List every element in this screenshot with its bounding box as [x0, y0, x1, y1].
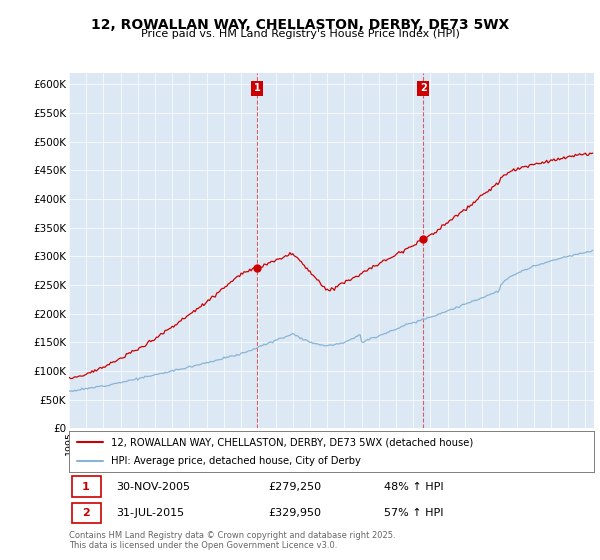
Text: 30-NOV-2005: 30-NOV-2005	[116, 482, 190, 492]
Text: 48% ↑ HPI: 48% ↑ HPI	[384, 482, 443, 492]
FancyBboxPatch shape	[71, 503, 101, 523]
Text: 2: 2	[82, 508, 89, 518]
Text: Contains HM Land Registry data © Crown copyright and database right 2025.
This d: Contains HM Land Registry data © Crown c…	[69, 531, 395, 550]
FancyBboxPatch shape	[71, 477, 101, 497]
Text: 57% ↑ HPI: 57% ↑ HPI	[384, 508, 443, 518]
Text: £329,950: £329,950	[269, 508, 322, 518]
Text: 12, ROWALLAN WAY, CHELLASTON, DERBY, DE73 5WX: 12, ROWALLAN WAY, CHELLASTON, DERBY, DE7…	[91, 18, 509, 32]
Text: £279,250: £279,250	[269, 482, 322, 492]
Text: HPI: Average price, detached house, City of Derby: HPI: Average price, detached house, City…	[111, 456, 361, 465]
Text: 12, ROWALLAN WAY, CHELLASTON, DERBY, DE73 5WX (detached house): 12, ROWALLAN WAY, CHELLASTON, DERBY, DE7…	[111, 437, 473, 447]
Text: 2: 2	[420, 83, 427, 94]
Text: 31-JUL-2015: 31-JUL-2015	[116, 508, 184, 518]
Text: Price paid vs. HM Land Registry's House Price Index (HPI): Price paid vs. HM Land Registry's House …	[140, 29, 460, 39]
Text: 1: 1	[82, 482, 89, 492]
Text: 1: 1	[254, 83, 260, 94]
